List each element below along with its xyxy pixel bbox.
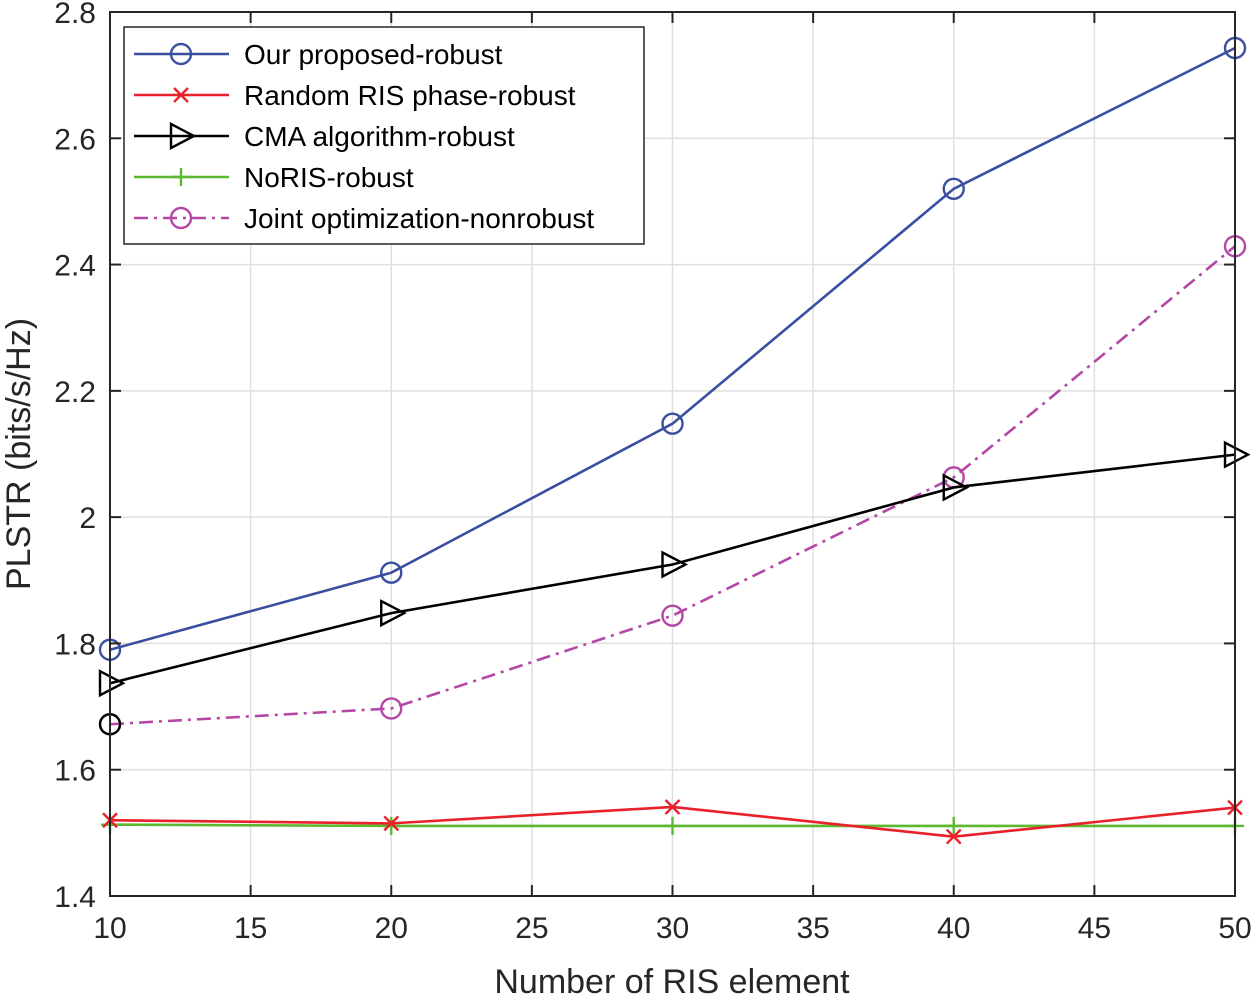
x-tick-label: 35 — [796, 912, 829, 945]
data-point-random-ris-phase-robust-stroke-b — [945, 828, 962, 845]
tick-layer: 10 15 20 25 30 35 40 45 50 1.4 1.6 1.8 2 2.2 2.4 2.6 2.8 — [54, 0, 1251, 945]
y-tick-label: 2.4 — [54, 250, 96, 283]
legend-label: NoRIS-robust — [244, 162, 414, 193]
data-point-random-ris-phase-robust — [383, 815, 400, 832]
legend-entry: NoRIS-robust — [134, 162, 414, 193]
x-tick-label: 20 — [375, 912, 408, 945]
y-tick-label: 2 — [79, 502, 96, 535]
data-point-noris-robust — [382, 816, 401, 835]
data-point-noris-robust — [944, 816, 963, 835]
series-layer — [98, 36, 1251, 845]
legend-label: CMA algorithm-robust — [244, 121, 515, 152]
y-axis-title: PLSTR (bits/s/Hz) — [0, 318, 38, 590]
data-point-our-proposed-robust — [661, 412, 684, 435]
data-point-our-proposed-robust — [380, 561, 403, 584]
data-point-random-ris-phase-robust-stroke-b — [383, 815, 400, 832]
legend-entry: Our proposed-robust — [134, 39, 503, 70]
legend-marker-stroke-b — [173, 87, 189, 103]
data-point-joint-optimization-nonrobust — [661, 604, 684, 627]
series-line-joint-optimization-nonrobust — [109, 245, 1236, 726]
data-point-cma-algorithm-robust — [661, 550, 689, 579]
data-point-our-proposed-robust — [942, 177, 965, 201]
legend-entry: CMA algorithm-robust — [134, 121, 515, 152]
legend-marker — [172, 168, 190, 186]
series-cma-algorithm-robust — [98, 440, 1251, 698]
series-line-cma-algorithm-robust — [109, 453, 1236, 685]
series-random-ris-phase-robust — [102, 799, 1243, 845]
y-tick-label: 2.6 — [54, 123, 96, 156]
x-tick-label: 50 — [1218, 912, 1251, 945]
data-point-cma-algorithm-robust — [380, 599, 407, 628]
legend-marker — [169, 42, 193, 66]
legend: Our proposed-robust Random RIS phase-robu… — [123, 26, 645, 245]
data-point-joint-optimization-nonrobust — [380, 697, 403, 720]
x-axis-title: Number of RIS element — [494, 963, 850, 999]
data-point-noris-robust — [663, 816, 682, 835]
x-tick-label: 15 — [234, 912, 267, 945]
x-tick-label: 30 — [656, 912, 689, 945]
x-tick-label: 45 — [1078, 912, 1111, 945]
legend-marker — [169, 206, 193, 230]
x-tick-label: 10 — [93, 912, 126, 945]
legend-marker — [169, 122, 197, 150]
legend-label: Joint optimization-nonrobust — [244, 203, 594, 234]
data-point-random-ris-phase-robust — [664, 799, 681, 815]
legend-marker — [173, 87, 189, 103]
legend-label: Our proposed-robust — [244, 39, 503, 70]
data-point-cma-algorithm-robust — [1223, 440, 1251, 469]
data-point-random-ris-phase-robust — [945, 828, 962, 845]
x-tick-label: 25 — [515, 912, 548, 945]
x-tick-label: 40 — [937, 912, 970, 945]
y-tick-label: 1.4 — [54, 881, 96, 914]
y-tick-label: 2.2 — [54, 376, 96, 409]
data-point-random-ris-phase-robust-stroke-b — [664, 799, 681, 815]
legend-entry: Random RIS phase-robust — [134, 80, 576, 111]
data-point-cma-algorithm-robust — [98, 669, 126, 698]
y-tick-label: 2.8 — [54, 0, 96, 30]
y-tick-label: 1.8 — [54, 628, 96, 661]
y-tick-label: 1.6 — [54, 755, 96, 788]
legend-entry: Joint optimization-nonrobust — [134, 203, 594, 234]
data-point-cma-algorithm-robust — [942, 473, 970, 502]
series-line-our-proposed-robust — [109, 46, 1236, 651]
legend-label: Random RIS phase-robust — [244, 80, 576, 111]
